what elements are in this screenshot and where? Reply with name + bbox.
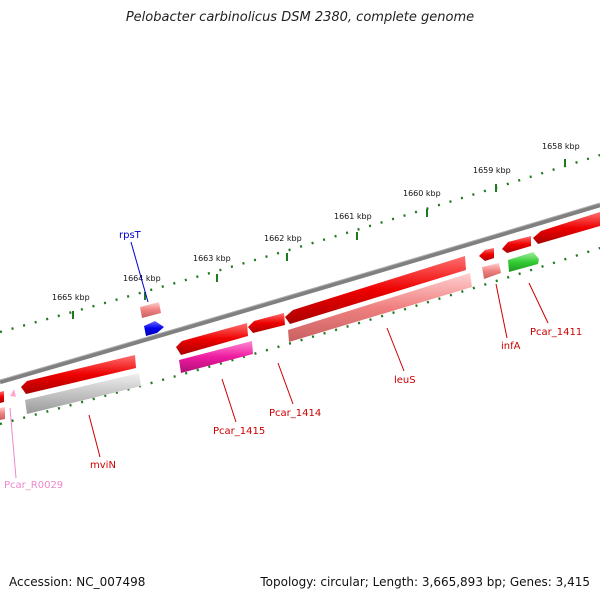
cds-arrow [533, 212, 600, 244]
gene-label-Pcar_R0029: Pcar_R0029 [4, 480, 63, 491]
accession-text: Accession: NC_007498 [9, 575, 146, 589]
gene-label-Pcar_1411: Pcar_1411 [530, 327, 582, 338]
scale-labels: 1665 kbp 1664 kbp 1663 kbp 1662 kbp 1661… [52, 142, 580, 302]
cds-arrow [248, 313, 285, 333]
cds-arrow [21, 355, 136, 394]
map-title: Pelobacter carbinolicus DSM 2380, comple… [125, 10, 475, 25]
gene-arrow-magenta [179, 341, 253, 373]
scale-label: 1661 kbp [334, 212, 372, 221]
cds-arrow [479, 248, 494, 261]
scale-label: 1662 kbp [264, 234, 302, 243]
cds-arrow [0, 391, 4, 403]
rrna-arrow [10, 389, 16, 397]
cds-arrow [176, 323, 248, 355]
gene-label-infA: infA [501, 341, 521, 352]
gene-arrow-green [508, 252, 539, 272]
leader-lines [9, 241, 549, 479]
gene-arrow-gray [25, 373, 141, 414]
gene-arrow-pink [0, 407, 5, 420]
gene-label-Pcar_1415: Pcar_1415 [213, 426, 265, 437]
gene-label-leuS: leuS [394, 375, 416, 386]
scale-label: 1658 kbp [542, 142, 580, 151]
gene-arrow-pink [482, 263, 501, 279]
scale-label: 1663 kbp [193, 254, 231, 263]
topology-text: Topology: circular; Length: 3,665,893 bp… [260, 575, 590, 589]
major-ticks [72, 159, 566, 319]
cds-arrow [285, 256, 466, 324]
gene-label-mviN: mviN [90, 460, 116, 471]
features [0, 212, 600, 420]
scale-label: 1665 kbp [52, 293, 90, 302]
gene-arrow-pink [140, 302, 161, 318]
gene-arrow-blue [144, 321, 164, 336]
gene-label-rpsT: rpsT [119, 230, 142, 241]
scale-label: 1659 kbp [473, 166, 511, 175]
gene-label-Pcar_1414: Pcar_1414 [269, 408, 321, 419]
gene-labels: rpsT Pcar_R0029 mviN Pcar_1415 Pcar_1414… [4, 230, 582, 491]
scale-label: 1660 kbp [403, 189, 441, 198]
gene-arrow-pink [288, 273, 472, 342]
cds-arrow [502, 236, 531, 253]
genome-backbone [0, 202, 600, 385]
